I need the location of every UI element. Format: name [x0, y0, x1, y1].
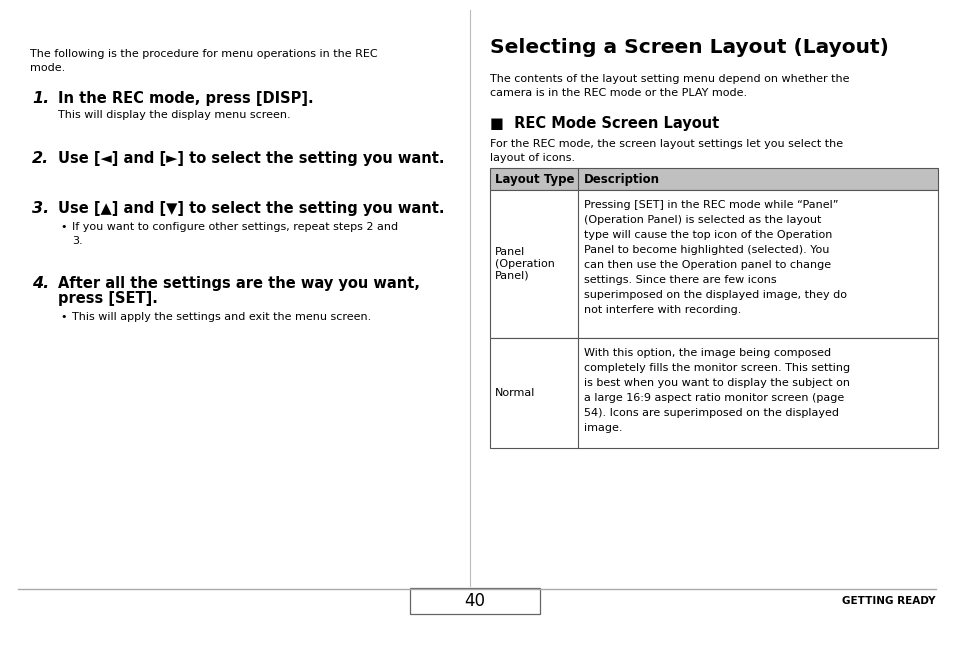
Text: 3.: 3. — [71, 236, 83, 246]
Text: For the REC mode, the screen layout settings let you select the: For the REC mode, the screen layout sett… — [490, 139, 842, 149]
Text: is best when you want to display the subject on: is best when you want to display the sub… — [583, 378, 849, 388]
Text: The following is the procedure for menu operations in the REC: The following is the procedure for menu … — [30, 49, 377, 59]
Text: 4.: 4. — [32, 276, 50, 291]
Text: With this option, the image being composed: With this option, the image being compos… — [583, 348, 830, 358]
Text: Description: Description — [583, 172, 659, 185]
Bar — [490, 190, 937, 338]
Text: not interfere with recording.: not interfere with recording. — [583, 305, 740, 315]
Text: 40: 40 — [464, 592, 485, 610]
Text: After all the settings are the way you want,: After all the settings are the way you w… — [58, 276, 419, 291]
Text: Selecting a Screen Layout (Layout): Selecting a Screen Layout (Layout) — [490, 38, 888, 57]
Text: mode.: mode. — [30, 63, 65, 73]
Text: can then use the Operation panel to change: can then use the Operation panel to chan… — [583, 260, 830, 270]
Text: ■  REC Mode Screen Layout: ■ REC Mode Screen Layout — [490, 116, 719, 131]
Bar — [490, 338, 937, 448]
Text: Pressing [SET] in the REC mode while “Panel”: Pressing [SET] in the REC mode while “Pa… — [583, 200, 838, 210]
Text: This will apply the settings and exit the menu screen.: This will apply the settings and exit th… — [71, 312, 371, 322]
Text: Layout Type: Layout Type — [495, 172, 574, 185]
Text: type will cause the top icon of the Operation: type will cause the top icon of the Oper… — [583, 230, 832, 240]
Text: 3.: 3. — [32, 201, 50, 216]
Text: Panel: Panel — [495, 247, 525, 257]
Text: (Operation: (Operation — [495, 259, 555, 269]
Text: Panel): Panel) — [495, 271, 529, 281]
Text: camera is in the REC mode or the PLAY mode.: camera is in the REC mode or the PLAY mo… — [490, 88, 746, 98]
Text: In the REC mode, press [DISP].: In the REC mode, press [DISP]. — [58, 91, 314, 106]
Text: 54). Icons are superimposed on the displayed: 54). Icons are superimposed on the displ… — [583, 408, 838, 418]
Text: Use [▲] and [▼] to select the setting you want.: Use [▲] and [▼] to select the setting yo… — [58, 201, 444, 216]
Text: layout of icons.: layout of icons. — [490, 153, 575, 163]
Text: a large 16:9 aspect ratio monitor screen (page: a large 16:9 aspect ratio monitor screen… — [583, 393, 843, 403]
Text: Normal: Normal — [495, 388, 535, 398]
Text: settings. Since there are few icons: settings. Since there are few icons — [583, 275, 776, 285]
Text: Panel to become highlighted (selected). You: Panel to become highlighted (selected). … — [583, 245, 828, 255]
Text: Use [◄] and [►] to select the setting you want.: Use [◄] and [►] to select the setting yo… — [58, 151, 444, 166]
Text: 1.: 1. — [32, 91, 50, 106]
Text: GETTING READY: GETTING READY — [841, 596, 935, 606]
Text: The contents of the layout setting menu depend on whether the: The contents of the layout setting menu … — [490, 74, 848, 84]
Text: (Operation Panel) is selected as the layout: (Operation Panel) is selected as the lay… — [583, 215, 821, 225]
Text: press [SET].: press [SET]. — [58, 291, 157, 306]
Text: If you want to configure other settings, repeat steps 2 and: If you want to configure other settings,… — [71, 222, 397, 232]
Text: 2.: 2. — [32, 151, 50, 166]
Bar — [490, 168, 937, 190]
Bar — [410, 588, 539, 614]
Text: completely fills the monitor screen. This setting: completely fills the monitor screen. Thi… — [583, 363, 849, 373]
Text: superimposed on the displayed image, they do: superimposed on the displayed image, the… — [583, 290, 846, 300]
Text: •: • — [60, 312, 67, 322]
Text: This will display the display menu screen.: This will display the display menu scree… — [58, 110, 291, 120]
Text: •: • — [60, 222, 67, 232]
Text: image.: image. — [583, 423, 622, 433]
